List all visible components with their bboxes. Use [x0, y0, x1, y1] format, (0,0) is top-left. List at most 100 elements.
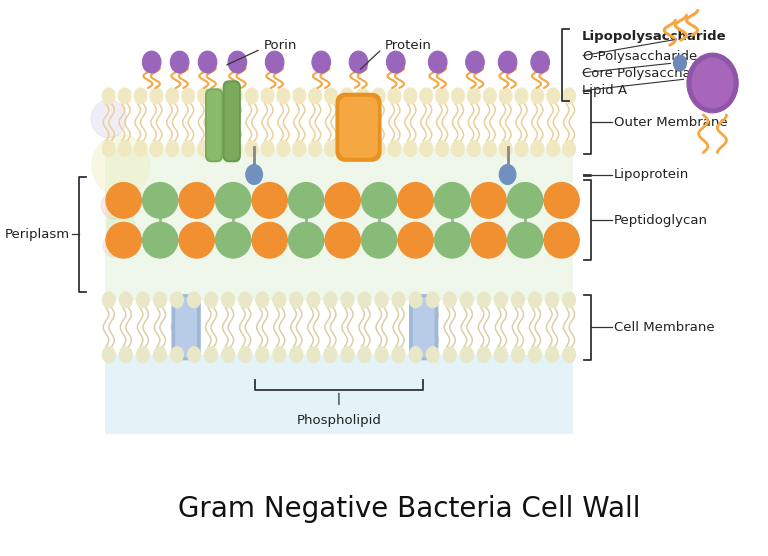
Text: Lipopolysaccharide: Lipopolysaccharide	[582, 29, 727, 43]
Ellipse shape	[409, 346, 422, 363]
Ellipse shape	[443, 346, 456, 363]
Ellipse shape	[467, 141, 480, 157]
Ellipse shape	[340, 141, 353, 157]
Ellipse shape	[465, 51, 485, 73]
Ellipse shape	[511, 292, 525, 308]
Ellipse shape	[92, 135, 150, 196]
Text: Peptidoglycan: Peptidoglycan	[614, 214, 708, 227]
Ellipse shape	[119, 292, 132, 308]
Ellipse shape	[273, 292, 286, 308]
Ellipse shape	[214, 88, 227, 104]
Ellipse shape	[170, 292, 184, 308]
Ellipse shape	[143, 222, 178, 258]
Ellipse shape	[166, 141, 179, 157]
FancyBboxPatch shape	[172, 295, 200, 360]
Text: Lipid A: Lipid A	[582, 85, 627, 97]
Ellipse shape	[388, 88, 401, 104]
Ellipse shape	[392, 292, 405, 308]
Ellipse shape	[544, 182, 579, 219]
Ellipse shape	[499, 165, 516, 185]
Text: Lipoprotein: Lipoprotein	[614, 168, 689, 181]
Ellipse shape	[276, 141, 290, 157]
Ellipse shape	[419, 141, 432, 157]
Ellipse shape	[483, 141, 496, 157]
Ellipse shape	[531, 88, 544, 104]
Ellipse shape	[545, 346, 558, 363]
Ellipse shape	[562, 292, 575, 308]
Ellipse shape	[325, 222, 360, 258]
Ellipse shape	[452, 88, 465, 104]
Ellipse shape	[531, 141, 544, 157]
Ellipse shape	[118, 141, 131, 157]
Ellipse shape	[341, 346, 354, 363]
Ellipse shape	[102, 141, 115, 157]
Ellipse shape	[198, 51, 217, 73]
Ellipse shape	[426, 292, 439, 308]
Ellipse shape	[265, 51, 284, 73]
Ellipse shape	[471, 182, 506, 219]
Ellipse shape	[276, 88, 290, 104]
Text: Gram Negative Bacteria Cell Wall: Gram Negative Bacteria Cell Wall	[177, 495, 640, 523]
Ellipse shape	[309, 88, 322, 104]
Bar	[105, 148, 573, 300]
Ellipse shape	[137, 292, 150, 308]
Ellipse shape	[106, 222, 141, 258]
Ellipse shape	[293, 141, 306, 157]
Ellipse shape	[435, 182, 470, 219]
FancyBboxPatch shape	[206, 89, 223, 162]
Ellipse shape	[228, 51, 247, 73]
Text: Cell Membrane: Cell Membrane	[614, 321, 714, 334]
Ellipse shape	[499, 141, 512, 157]
Ellipse shape	[443, 292, 456, 308]
Ellipse shape	[495, 292, 508, 308]
FancyBboxPatch shape	[413, 298, 434, 356]
Ellipse shape	[170, 346, 184, 363]
Ellipse shape	[261, 88, 274, 104]
Ellipse shape	[150, 141, 163, 157]
Ellipse shape	[166, 88, 179, 104]
Ellipse shape	[528, 346, 541, 363]
Ellipse shape	[392, 346, 405, 363]
Ellipse shape	[103, 233, 125, 257]
Ellipse shape	[204, 292, 217, 308]
FancyBboxPatch shape	[223, 81, 240, 162]
Ellipse shape	[324, 88, 337, 104]
Ellipse shape	[356, 141, 369, 157]
Ellipse shape	[435, 88, 449, 104]
FancyBboxPatch shape	[176, 298, 197, 356]
Ellipse shape	[289, 182, 324, 219]
Ellipse shape	[222, 346, 235, 363]
Text: Periplasm: Periplasm	[5, 228, 70, 241]
Ellipse shape	[154, 292, 167, 308]
Ellipse shape	[293, 88, 306, 104]
Ellipse shape	[222, 292, 235, 308]
Ellipse shape	[290, 346, 303, 363]
Ellipse shape	[106, 182, 141, 219]
Ellipse shape	[358, 346, 371, 363]
Ellipse shape	[375, 292, 388, 308]
Ellipse shape	[252, 182, 287, 219]
Ellipse shape	[246, 165, 263, 185]
Ellipse shape	[467, 88, 480, 104]
Ellipse shape	[325, 182, 360, 219]
Ellipse shape	[324, 292, 337, 308]
Ellipse shape	[312, 51, 330, 73]
Ellipse shape	[307, 346, 320, 363]
Ellipse shape	[204, 346, 217, 363]
Ellipse shape	[187, 292, 200, 308]
Bar	[105, 355, 573, 434]
Ellipse shape	[102, 346, 115, 363]
Ellipse shape	[452, 141, 465, 157]
Ellipse shape	[471, 222, 506, 258]
Ellipse shape	[674, 55, 687, 71]
Ellipse shape	[426, 346, 439, 363]
Ellipse shape	[239, 292, 252, 308]
Text: Outer Membrane: Outer Membrane	[614, 116, 727, 129]
Ellipse shape	[179, 182, 214, 219]
Ellipse shape	[181, 88, 194, 104]
Ellipse shape	[229, 141, 242, 157]
Ellipse shape	[239, 346, 252, 363]
Ellipse shape	[511, 346, 525, 363]
Ellipse shape	[289, 222, 324, 258]
Ellipse shape	[419, 88, 432, 104]
